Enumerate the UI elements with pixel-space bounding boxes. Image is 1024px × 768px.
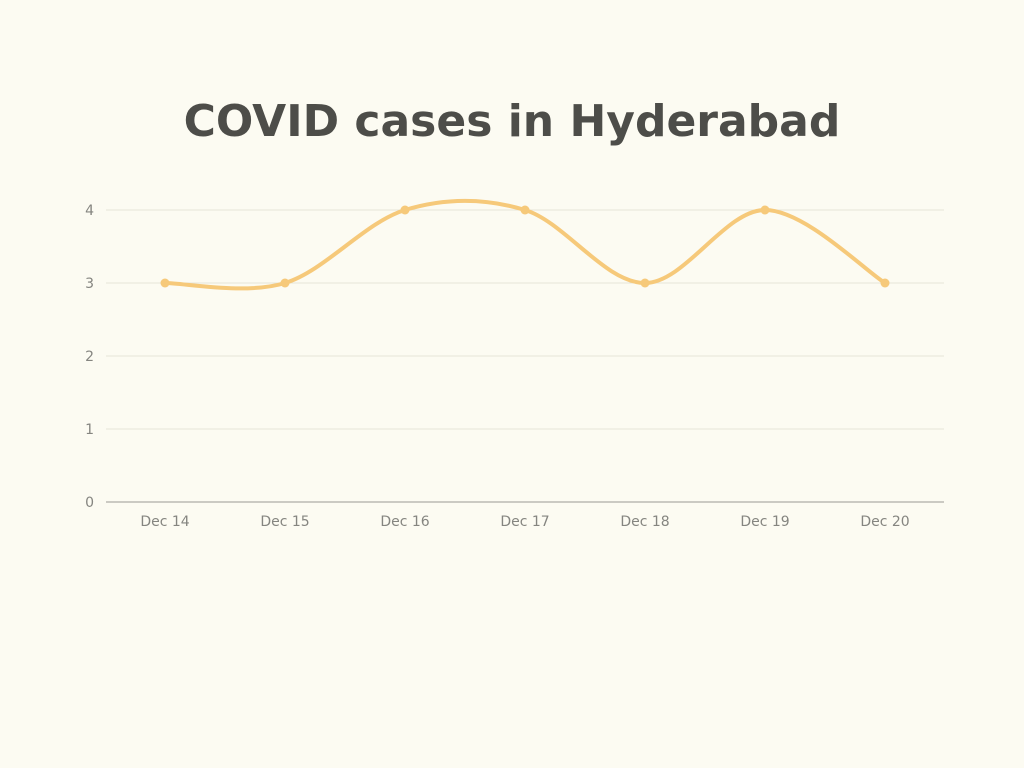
y-axis-ticks: 0 1 2 3 4	[85, 203, 94, 511]
x-tick-label: Dec 15	[260, 514, 309, 530]
data-point	[640, 278, 650, 288]
x-tick-label: Dec 14	[140, 514, 189, 530]
x-tick-label: Dec 17	[500, 514, 549, 530]
chart-title: COVID cases in Hyderabad	[183, 96, 841, 147]
x-tick-label: Dec 19	[740, 514, 789, 530]
y-tick-label: 1	[85, 422, 94, 438]
x-tick-label: Dec 16	[380, 514, 429, 530]
data-point	[520, 205, 530, 215]
data-point	[160, 278, 170, 288]
data-point	[760, 205, 770, 215]
x-tick-label: Dec 20	[860, 514, 909, 530]
gridlines	[106, 209, 944, 430]
data-points	[160, 205, 890, 288]
data-point	[400, 205, 410, 215]
y-tick-label: 3	[85, 276, 94, 292]
x-axis-ticks: Dec 14 Dec 15 Dec 16 Dec 17 Dec 18 Dec 19 Dec …	[140, 514, 909, 530]
y-tick-label: 4	[85, 203, 94, 219]
x-tick-label: Dec 18	[620, 514, 669, 530]
data-point	[280, 278, 290, 288]
data-point	[880, 278, 890, 288]
y-tick-label: 2	[85, 349, 94, 365]
y-tick-label: 0	[85, 495, 94, 511]
